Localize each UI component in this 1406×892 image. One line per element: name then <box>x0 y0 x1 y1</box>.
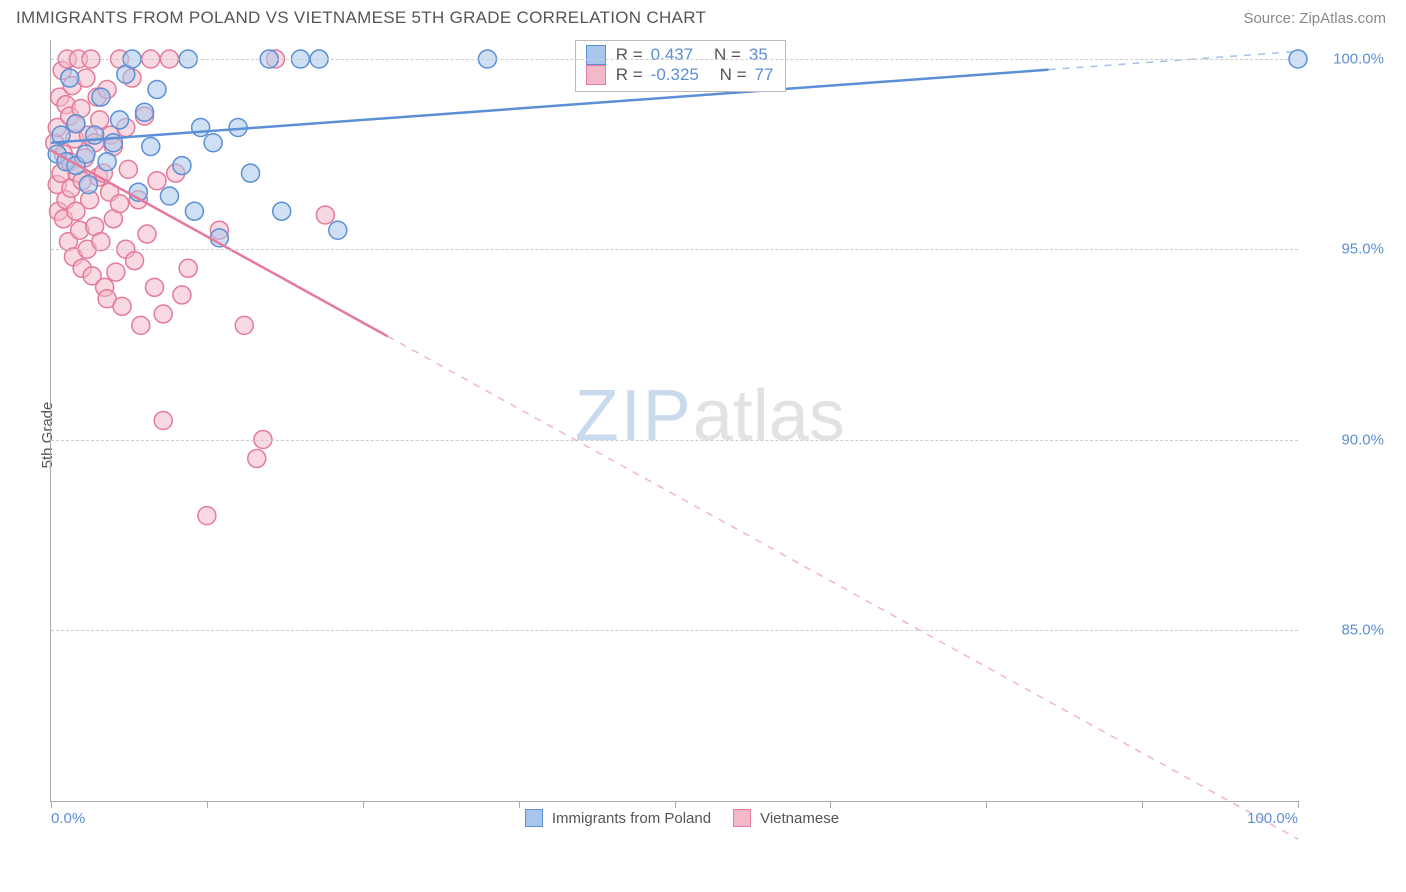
chart-title: IMMIGRANTS FROM POLAND VS VIETNAMESE 5TH… <box>16 8 706 28</box>
data-point <box>242 164 260 182</box>
data-point <box>173 286 191 304</box>
legend-label-1: Immigrants from Poland <box>552 810 711 827</box>
data-point <box>179 259 197 277</box>
data-point <box>146 278 164 296</box>
x-tick <box>1298 801 1299 808</box>
data-point <box>98 153 116 171</box>
stats-n-value-1: 35 <box>749 45 768 65</box>
x-tick <box>51 801 52 808</box>
stats-n-label-1: N = <box>714 45 741 65</box>
y-tick-label: 85.0% <box>1304 621 1384 638</box>
stats-row-series-2: R = -0.325 N = 77 <box>586 65 774 85</box>
data-point <box>154 412 172 430</box>
regression-line-dashed <box>1049 51 1298 69</box>
stats-r-label-2: R = <box>616 65 643 85</box>
x-tick <box>519 801 520 808</box>
x-tick <box>830 801 831 808</box>
data-point <box>132 316 150 334</box>
data-point <box>77 145 95 163</box>
x-tick-label: 0.0% <box>51 810 85 827</box>
stats-n-value-2: 77 <box>755 65 774 85</box>
y-tick-label: 90.0% <box>1304 431 1384 448</box>
data-point <box>107 263 125 281</box>
swatch-series-1 <box>586 45 606 65</box>
y-tick-label: 95.0% <box>1304 241 1384 258</box>
stats-box: R = 0.437 N = 35 R = -0.325 N = 77 <box>575 40 787 92</box>
chart-header: IMMIGRANTS FROM POLAND VS VIETNAMESE 5TH… <box>0 0 1406 36</box>
legend: Immigrants from Poland Vietnamese <box>525 809 839 827</box>
x-tick <box>675 801 676 808</box>
data-point <box>160 187 178 205</box>
data-point <box>192 119 210 137</box>
x-tick <box>986 801 987 808</box>
data-point <box>329 221 347 239</box>
stats-r-value-1: 0.437 <box>651 45 694 65</box>
data-point <box>154 305 172 323</box>
plot-area: ZIPatlas R = 0.437 N = 35 R = -0.325 N =… <box>50 40 1298 802</box>
data-point <box>142 138 160 156</box>
data-point <box>61 69 79 87</box>
data-point <box>185 202 203 220</box>
legend-swatch-2 <box>733 809 751 827</box>
regression-line-dashed <box>388 336 1298 839</box>
legend-swatch-1 <box>525 809 543 827</box>
stats-row-series-1: R = 0.437 N = 35 <box>586 45 774 65</box>
gridline-h <box>51 630 1298 631</box>
chart-svg <box>51 40 1298 801</box>
legend-item-2: Vietnamese <box>733 809 839 827</box>
data-point <box>86 126 104 144</box>
data-point <box>198 507 216 525</box>
swatch-series-2 <box>586 65 606 85</box>
gridline-h <box>51 59 1298 60</box>
data-point <box>67 115 85 133</box>
data-point <box>148 172 166 190</box>
data-point <box>235 316 253 334</box>
data-point <box>273 202 291 220</box>
chart-container: 5th Grade ZIPatlas R = 0.437 N = 35 R = … <box>50 40 1388 830</box>
data-point <box>138 225 156 243</box>
data-point <box>113 297 131 315</box>
legend-item-1: Immigrants from Poland <box>525 809 711 827</box>
data-point <box>92 233 110 251</box>
x-tick <box>363 801 364 808</box>
legend-label-2: Vietnamese <box>760 810 839 827</box>
data-point <box>204 134 222 152</box>
data-point <box>104 134 122 152</box>
data-point <box>111 195 129 213</box>
stats-r-value-2: -0.325 <box>651 65 699 85</box>
regression-line-solid <box>51 70 1049 143</box>
data-point <box>173 157 191 175</box>
data-point <box>79 176 97 194</box>
x-tick <box>1142 801 1143 808</box>
source-attribution: Source: ZipAtlas.com <box>1243 10 1386 27</box>
gridline-h <box>51 249 1298 250</box>
data-point <box>136 103 154 121</box>
data-point <box>148 80 166 98</box>
data-point <box>248 450 266 468</box>
data-point <box>77 69 95 87</box>
y-tick-label: 100.0% <box>1304 51 1384 68</box>
x-tick <box>207 801 208 808</box>
data-point <box>111 111 129 129</box>
data-point <box>92 88 110 106</box>
gridline-h <box>51 440 1298 441</box>
data-point <box>126 252 144 270</box>
data-point <box>119 160 137 178</box>
stats-n-label-2: N = <box>720 65 747 85</box>
stats-r-label-1: R = <box>616 45 643 65</box>
x-tick-label: 100.0% <box>1247 810 1298 827</box>
data-point <box>316 206 334 224</box>
